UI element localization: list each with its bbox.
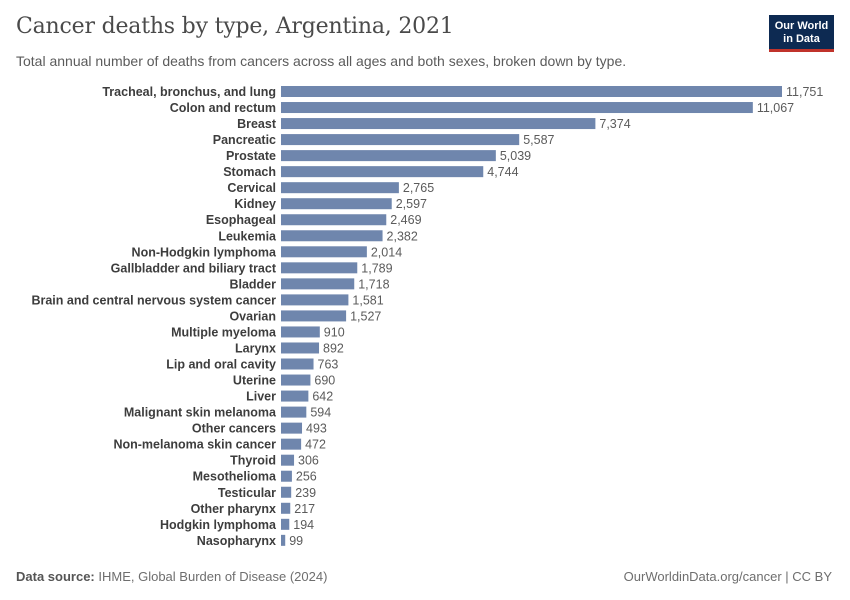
category-label: Thyroid bbox=[230, 454, 276, 468]
value-label: 99 bbox=[289, 534, 303, 548]
category-label: Liver bbox=[246, 390, 276, 404]
value-label: 892 bbox=[323, 341, 344, 355]
bar[interactable] bbox=[281, 150, 496, 162]
category-label: Non-melanoma skin cancer bbox=[113, 438, 276, 452]
category-label: Testicular bbox=[218, 486, 276, 500]
category-label: Esophageal bbox=[206, 213, 276, 227]
category-label: Non-Hodgkin lymphoma bbox=[132, 245, 277, 259]
bar[interactable] bbox=[281, 374, 311, 386]
value-label: 642 bbox=[312, 390, 333, 404]
bar[interactable] bbox=[281, 262, 358, 274]
bar[interactable] bbox=[281, 118, 596, 130]
value-label: 472 bbox=[305, 438, 326, 452]
value-label: 1,527 bbox=[350, 309, 381, 323]
category-label: Lip and oral cavity bbox=[166, 358, 276, 372]
value-label: 690 bbox=[314, 374, 335, 388]
data-source: Data source: IHME, Global Burden of Dise… bbox=[16, 569, 327, 584]
bar[interactable] bbox=[281, 182, 399, 194]
value-label: 493 bbox=[306, 422, 327, 436]
category-label: Brain and central nervous system cancer bbox=[31, 293, 276, 307]
value-label: 5,587 bbox=[523, 133, 554, 147]
category-label: Nasopharynx bbox=[197, 534, 276, 548]
bar[interactable] bbox=[281, 102, 753, 114]
data-source-text[interactable]: IHME, Global Burden of Disease (2024) bbox=[98, 569, 328, 584]
credit-link[interactable]: OurWorldinData.org/cancer | CC BY bbox=[623, 569, 832, 584]
bar[interactable] bbox=[281, 214, 387, 226]
bar[interactable] bbox=[281, 198, 392, 210]
bar[interactable] bbox=[281, 390, 309, 402]
bar[interactable] bbox=[281, 246, 367, 258]
value-label: 239 bbox=[295, 486, 316, 500]
bar[interactable] bbox=[281, 502, 291, 514]
value-label: 217 bbox=[294, 502, 315, 516]
logo-line-1: Our World bbox=[774, 20, 829, 32]
category-label: Cervical bbox=[227, 181, 276, 195]
chart-subtitle: Total annual number of deaths from cance… bbox=[16, 53, 627, 69]
value-label: 910 bbox=[324, 325, 345, 339]
value-label: 2,597 bbox=[396, 197, 427, 211]
value-label: 1,789 bbox=[361, 261, 392, 275]
bar[interactable] bbox=[281, 406, 307, 418]
category-label: Tracheal, bronchus, and lung bbox=[102, 85, 276, 99]
bar[interactable] bbox=[281, 342, 320, 354]
bar[interactable] bbox=[281, 438, 302, 450]
value-label: 2,014 bbox=[371, 245, 402, 259]
category-label: Other pharynx bbox=[191, 502, 276, 516]
bar[interactable] bbox=[281, 518, 290, 530]
category-label: Stomach bbox=[223, 165, 276, 179]
category-label: Kidney bbox=[234, 197, 276, 211]
value-label: 2,469 bbox=[390, 213, 421, 227]
bar[interactable] bbox=[281, 278, 355, 290]
category-label: Multiple myeloma bbox=[171, 325, 277, 339]
value-label: 194 bbox=[293, 518, 314, 532]
bar[interactable] bbox=[281, 486, 292, 498]
value-label: 1,718 bbox=[358, 277, 389, 291]
category-label: Gallbladder and biliary tract bbox=[111, 261, 277, 275]
chart-title: Cancer deaths by type, Argentina, 2021 bbox=[16, 14, 454, 39]
category-label: Other cancers bbox=[192, 422, 276, 436]
category-label: Larynx bbox=[235, 341, 276, 355]
category-label: Leukemia bbox=[218, 229, 277, 243]
value-label: 2,382 bbox=[387, 229, 418, 243]
bar[interactable] bbox=[281, 470, 292, 482]
bar[interactable] bbox=[281, 454, 295, 466]
owid-logo[interactable]: Our World in Data bbox=[769, 15, 834, 52]
value-label: 2,765 bbox=[403, 181, 434, 195]
value-label: 1,581 bbox=[352, 293, 383, 307]
bar[interactable] bbox=[281, 310, 347, 322]
category-label: Colon and rectum bbox=[170, 101, 276, 115]
value-label: 594 bbox=[310, 406, 331, 420]
bar[interactable] bbox=[281, 422, 303, 434]
value-label: 5,039 bbox=[500, 149, 531, 163]
value-label: 763 bbox=[318, 358, 339, 372]
bar[interactable] bbox=[281, 294, 349, 306]
category-label: Hodgkin lymphoma bbox=[160, 518, 277, 532]
bar[interactable] bbox=[281, 358, 314, 370]
value-label: 256 bbox=[296, 470, 317, 484]
category-label: Malignant skin melanoma bbox=[124, 406, 277, 420]
bar-chart: Tracheal, bronchus, and lung 11,751 Colon … bbox=[31, 85, 823, 548]
bar[interactable] bbox=[281, 166, 484, 178]
category-label: Prostate bbox=[226, 149, 276, 163]
category-label: Mesothelioma bbox=[193, 470, 277, 484]
category-label: Breast bbox=[237, 117, 277, 131]
category-label: Pancreatic bbox=[213, 133, 276, 147]
bar[interactable] bbox=[281, 86, 782, 97]
value-label: 306 bbox=[298, 454, 319, 468]
category-label: Uterine bbox=[233, 374, 276, 388]
logo-line-2: in Data bbox=[783, 33, 820, 45]
value-label: 7,374 bbox=[599, 117, 630, 131]
bar[interactable] bbox=[281, 134, 520, 146]
category-label: Bladder bbox=[229, 277, 276, 291]
category-label: Ovarian bbox=[229, 309, 276, 323]
bar[interactable] bbox=[281, 534, 286, 546]
value-label: 11,067 bbox=[757, 101, 794, 115]
value-label: 4,744 bbox=[487, 165, 518, 179]
bar[interactable] bbox=[281, 230, 383, 242]
bar[interactable] bbox=[281, 326, 320, 338]
value-label: 11,751 bbox=[786, 85, 823, 99]
data-source-label: Data source: bbox=[16, 569, 95, 584]
